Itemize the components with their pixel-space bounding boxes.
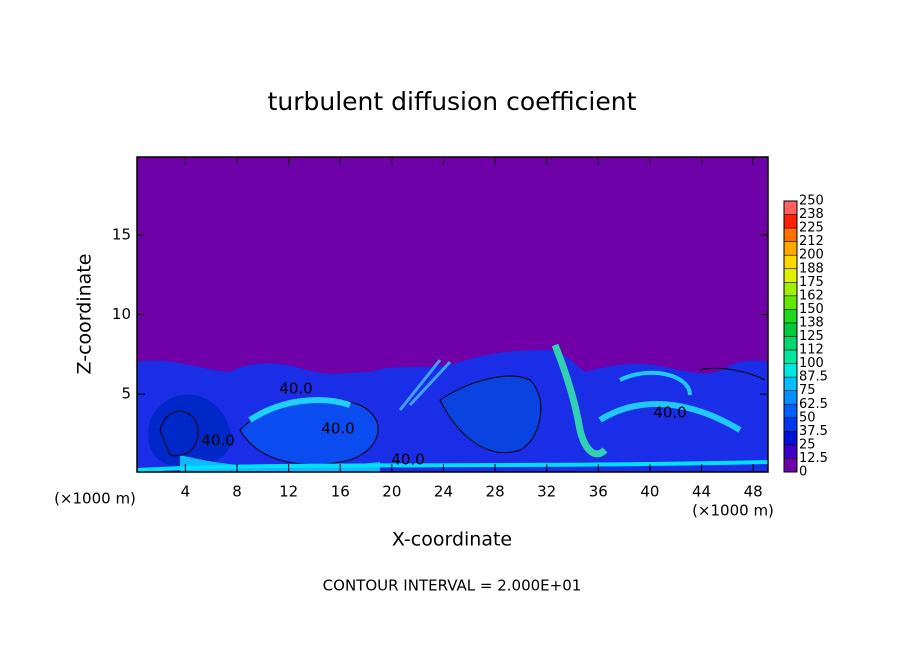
colorbar-swatch — [784, 214, 797, 229]
field-swirl — [551, 343, 608, 458]
contour-label: 40.0 — [321, 420, 354, 438]
colorbar-tick-label: 150 — [799, 302, 824, 317]
x-tick-label: 36 — [589, 483, 608, 501]
colorbar-tick-label: 188 — [799, 261, 824, 276]
colorbar-tick-label: 212 — [799, 234, 824, 249]
contour-label: 40.0 — [653, 404, 686, 422]
colorbar-swatch — [784, 363, 797, 378]
colorbar-tick-label: 25 — [799, 437, 816, 452]
y-axis-label: Z-coordinate — [74, 254, 96, 375]
colorbar-swatch — [784, 350, 797, 364]
colorbar-tick-label: 238 — [799, 207, 824, 222]
colorbar-tick-label: 75 — [799, 383, 816, 398]
y-tick-label: 10 — [112, 305, 131, 323]
x-tick-label: 28 — [486, 483, 505, 501]
x-tick-label: 32 — [537, 483, 556, 501]
y-tick-label: 15 — [112, 225, 131, 243]
colorbar-swatch — [784, 228, 797, 242]
colorbar-swatch — [784, 255, 797, 269]
colorbar-tick-label: 125 — [799, 329, 824, 344]
colorbar-tick-label: 138 — [799, 315, 824, 330]
colorbar-tick-label: 12.5 — [799, 451, 828, 466]
colorbar-tick-label: 175 — [799, 275, 824, 290]
field-swirl — [619, 370, 692, 396]
colorbar-swatch — [784, 241, 797, 256]
field-blob — [148, 394, 232, 467]
x-tick-label: 12 — [279, 483, 298, 501]
colorbar-tick-label: 112 — [799, 343, 824, 358]
chart-title: turbulent diffusion coefficient — [268, 87, 637, 116]
colorbar-swatch — [784, 336, 797, 351]
colorbar-tick-label: 0 — [799, 465, 807, 480]
field-swirl — [248, 397, 351, 423]
x-tick-label: 8 — [232, 483, 242, 501]
colorbar-swatch — [784, 295, 797, 310]
field — [136, 157, 769, 472]
colorbar-swatch — [784, 431, 797, 445]
contour-line — [159, 410, 199, 457]
colorbar-swatch — [784, 390, 797, 405]
colorbar-tick-label: 62.5 — [799, 397, 828, 412]
colorbar-tick-label: 200 — [799, 248, 824, 263]
contour-label: 40.0 — [391, 451, 424, 469]
colorbar-swatch — [784, 444, 797, 459]
x-tick-label: 48 — [744, 483, 763, 501]
field-swirl — [398, 359, 452, 411]
x-tick-label: 40 — [640, 483, 659, 501]
footer: CONTOUR INTERVAL = 2.000E+01 — [323, 577, 582, 595]
x-tick-label: 20 — [382, 483, 401, 501]
contour-label: 40.0 — [201, 432, 234, 450]
colorbar-tick-label: 162 — [799, 288, 824, 303]
y-tick-label: 5 — [121, 385, 131, 403]
colorbar-swatch — [784, 201, 797, 215]
colorbar-swatch — [784, 282, 797, 296]
x-tick-label: 24 — [434, 483, 453, 501]
field-blob — [439, 375, 542, 454]
contour-label: 40.0 — [279, 380, 312, 398]
colorbar-swatch — [784, 404, 797, 418]
y-unit-label: (×1000 m) — [54, 490, 136, 508]
colorbar-swatch — [784, 309, 797, 323]
field-swirl — [598, 401, 742, 433]
colorbar-tick-label: 37.5 — [799, 424, 828, 439]
x-tick-label: 4 — [181, 483, 191, 501]
colorbar-swatch — [784, 268, 797, 283]
x-tick-label: 44 — [692, 483, 711, 501]
colorbar-swatch — [784, 417, 797, 432]
field-swirl — [136, 460, 769, 472]
colorbar-swatch — [784, 458, 797, 472]
colorbar-swatch — [784, 322, 797, 337]
colorbar-tick-label: 87.5 — [799, 370, 828, 385]
colorbar-tick-label: 50 — [799, 410, 816, 425]
contour-line — [699, 367, 766, 381]
colorbar-tick-label: 225 — [799, 221, 824, 236]
colorbar-swatch — [784, 377, 797, 391]
x-tick-label: 16 — [331, 483, 350, 501]
colorbar-tick-label: 100 — [799, 356, 824, 371]
x-axis-label: X-coordinate — [392, 529, 512, 551]
colorbar-tick-label: 250 — [799, 194, 824, 209]
x-unit-label: (×1000 m) — [692, 502, 774, 520]
